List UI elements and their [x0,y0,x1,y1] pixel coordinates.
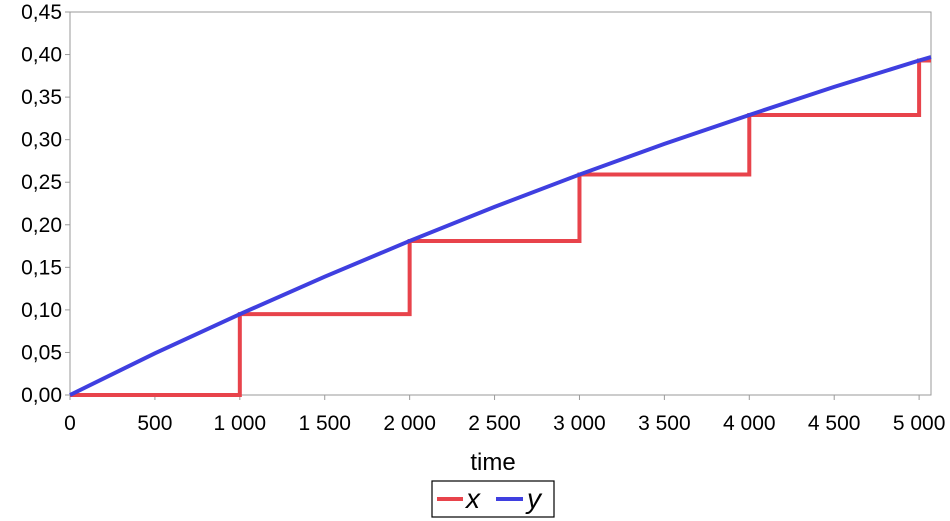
series-lines [69,55,932,397]
y-tick-label: 0,45 [21,1,62,24]
x-tick-label: 5 000 [893,412,946,435]
x-tick-label: 4 500 [808,412,861,435]
y-tick-label: 0,35 [21,86,62,109]
y-tick-label: 0,15 [21,256,62,279]
y-tick-label: 0,25 [21,171,62,194]
x-tick-label: 0 [64,412,76,435]
x-tick-label: 3 500 [638,412,691,435]
x-axis-tick-labels: 0 500 1 000 1 500 2 000 2 500 3 000 3 500 4 000 4… [64,412,945,435]
series-line-y [69,55,932,397]
y-tick-label: 0,10 [21,299,62,322]
y-tick-label: 0,30 [21,129,62,152]
x-axis-title: time [470,449,515,476]
y-axis-tick-labels: 0,00 0,05 0,10 0,15 0,20 0,25 0,30 0,35 0,40 0,45 [21,1,62,407]
x-tick-label: 1 500 [298,412,351,435]
legend-frame [431,480,555,518]
x-tick-label: 2 500 [468,412,521,435]
x-tick-label: 2 000 [383,412,436,435]
y-tick-label: 0,05 [21,341,62,364]
x-tick-label: 4 000 [723,412,776,435]
legend-label-x: x [464,483,481,514]
x-tick-label: 1 000 [214,412,267,435]
x-tick-label: 500 [137,412,172,435]
y-tick-label: 0,40 [21,44,62,67]
series-line-x [70,58,931,397]
y-tick-label: 0,20 [21,214,62,237]
y-tick-label: 0,00 [21,384,62,407]
legend: x y [431,480,555,518]
legend-label-y: y [525,483,543,514]
x-tick-label: 3 000 [553,412,606,435]
